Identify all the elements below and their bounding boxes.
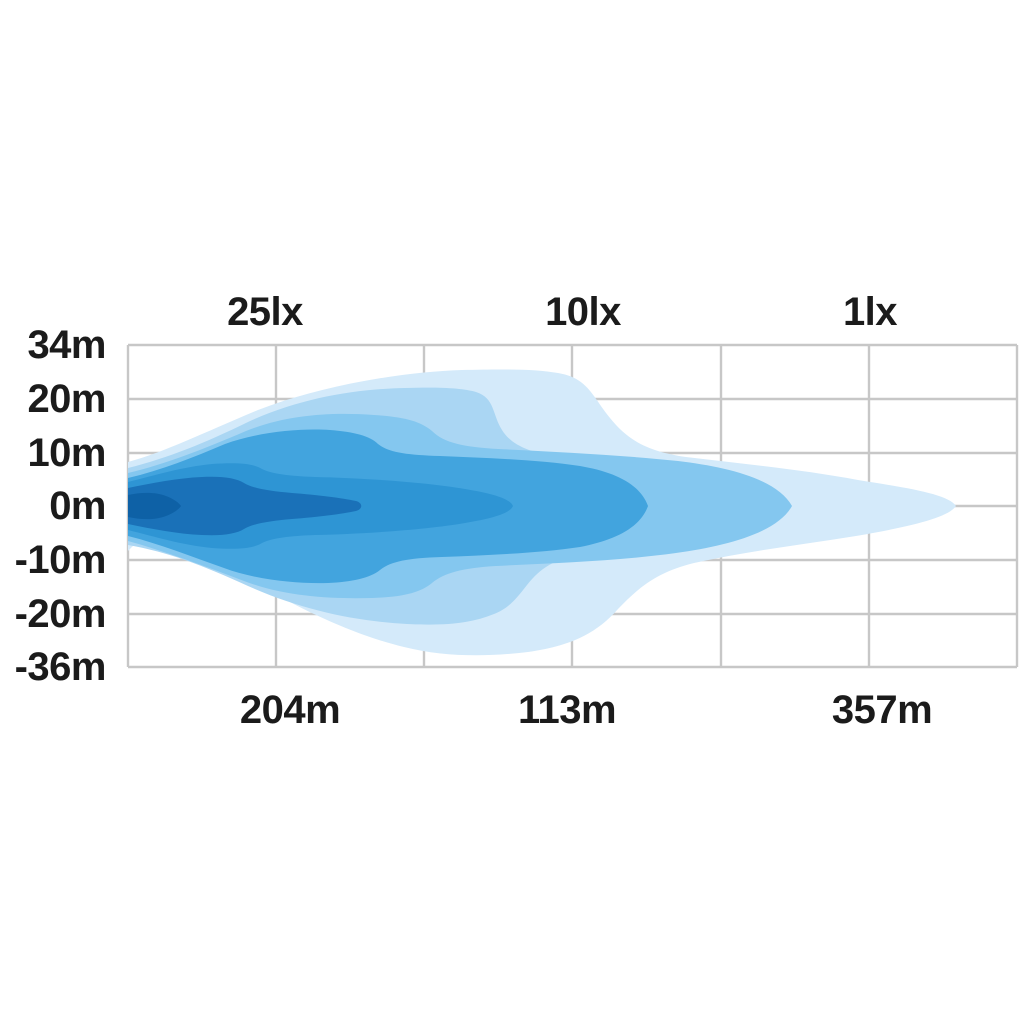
distance-label-113m: 113m [517,688,617,732]
y-axis-label-0m: 0m [49,484,106,528]
contour-level-6 [128,476,362,536]
y-axis-label-34m: 34m [27,323,106,367]
y-axis-label-10m: 10m [27,431,106,475]
y-axis-label-20m: 20m [27,377,106,421]
distance-label-357m: 357m [831,688,933,732]
lux-label-10lx: 10lx [545,290,621,334]
y-axis-label-minus10m: -10m [14,538,107,582]
y-axis-label-minus36m: -36m [14,645,107,689]
y-axis-label-minus20m: -20m [14,592,107,636]
lux-label-25lx: 25lx [227,290,303,334]
contour-level-7-core [128,492,181,520]
isolux-contours [128,369,956,656]
distance-label-204m: 204m [239,688,341,732]
lux-label-1lx: 1lx [842,290,898,334]
